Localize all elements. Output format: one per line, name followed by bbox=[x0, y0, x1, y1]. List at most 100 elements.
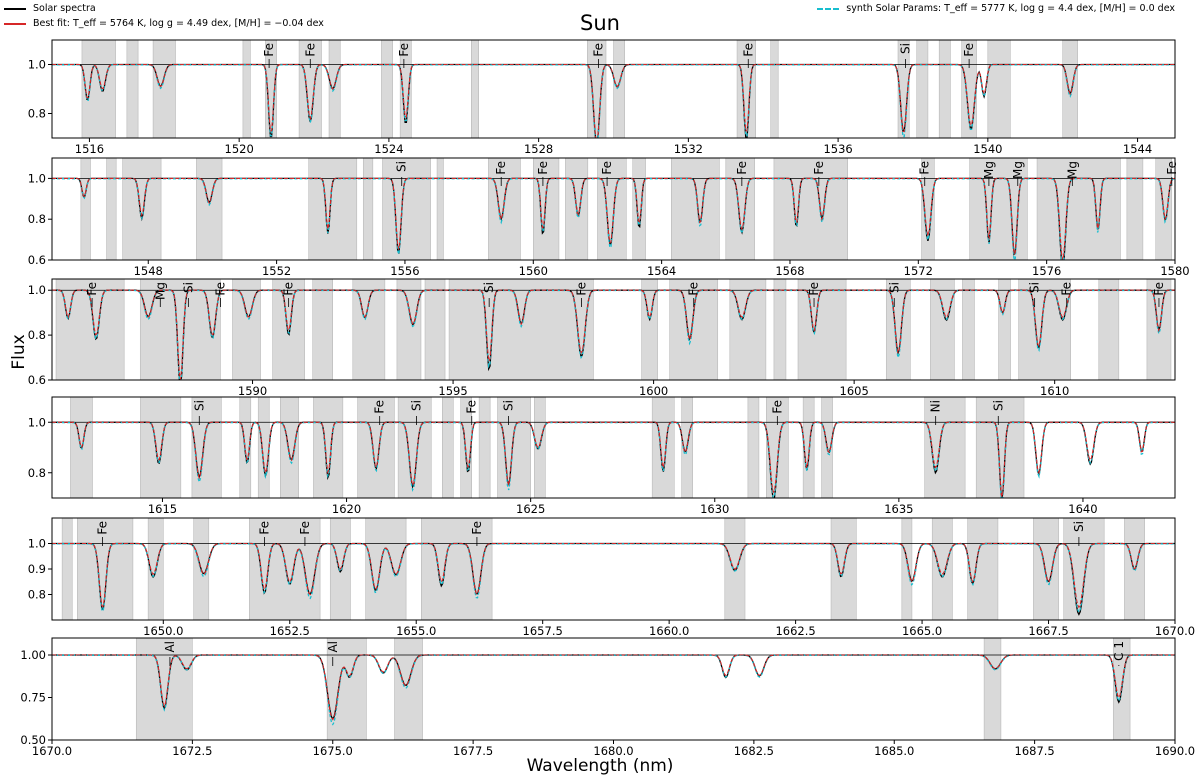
panel-2: 1548 1552 1556 1560 1564 1568 1572 1576 1580 0.6 0… bbox=[28, 157, 1190, 278]
legend-right: synth Solar Params: T_eff = 5777 K, log … bbox=[817, 1, 1175, 16]
element-label: Fe bbox=[213, 282, 227, 296]
x-tick-label: 1672.5 bbox=[172, 744, 212, 758]
panel-plot-area bbox=[52, 638, 1175, 740]
mask-region bbox=[632, 158, 646, 260]
mask-region bbox=[396, 279, 422, 380]
mask-region bbox=[497, 397, 531, 498]
x-tick-label: 1630 bbox=[700, 502, 729, 516]
x-tick-label: 1605 bbox=[840, 384, 869, 398]
mask-region bbox=[938, 40, 951, 138]
mask-region bbox=[436, 158, 444, 260]
element-label: Si bbox=[410, 400, 424, 411]
x-tick-label: 1536 bbox=[823, 142, 852, 156]
series-best-fit bbox=[52, 289, 1175, 380]
y-tick-label: 1.00 bbox=[20, 648, 46, 662]
x-tick-label: 1610 bbox=[1040, 384, 1069, 398]
element-label: Fe bbox=[373, 400, 387, 414]
x-tick-label: 1590 bbox=[238, 384, 267, 398]
x-tick-label: 1665.0 bbox=[902, 624, 942, 638]
x-tick-label: 1635 bbox=[884, 502, 913, 516]
mask-region bbox=[478, 397, 491, 498]
panel-frame bbox=[51, 517, 1176, 621]
x-tick-label: 1520 bbox=[225, 142, 254, 156]
x-tick-label: 1620 bbox=[332, 502, 361, 516]
x-tick-label: 1625 bbox=[516, 502, 545, 516]
mask-region bbox=[729, 279, 767, 380]
mask-region bbox=[81, 40, 116, 138]
mask-region bbox=[998, 279, 1011, 380]
panel-frame bbox=[51, 278, 1176, 381]
panel-plot-area bbox=[52, 158, 1175, 260]
mask-region bbox=[916, 40, 929, 138]
mask-region bbox=[257, 397, 270, 498]
y-tick-label: 1.0 bbox=[28, 537, 46, 551]
mask-region bbox=[126, 40, 139, 138]
mask-region bbox=[442, 397, 454, 498]
mask-region bbox=[613, 40, 625, 138]
element-label: Fe bbox=[962, 43, 976, 57]
legend-entry-synthetic: synth Solar Params: T_eff = 5777 K, log … bbox=[817, 1, 1175, 16]
x-tick-label: 1516 bbox=[75, 142, 104, 156]
mask-region bbox=[773, 279, 787, 380]
y-tick-label: 0.8 bbox=[28, 588, 46, 602]
panel-plot-area bbox=[52, 279, 1175, 380]
legend-entry-observed: Solar spectra bbox=[4, 1, 324, 16]
panel-plot-area bbox=[52, 397, 1175, 498]
x-tick-label: 1667.5 bbox=[1028, 624, 1068, 638]
mask-region bbox=[191, 397, 222, 498]
mask-region bbox=[1018, 279, 1071, 380]
element-label: Fe bbox=[1165, 161, 1179, 175]
x-tick-label: 1660.0 bbox=[649, 624, 689, 638]
mask-region bbox=[773, 158, 848, 260]
element-label: Fe bbox=[262, 43, 276, 57]
y-tick-label: 0.75 bbox=[20, 691, 46, 705]
x-tick-label: 1544 bbox=[1123, 142, 1152, 156]
element-label: Fe bbox=[687, 282, 701, 296]
legend-label-best-fit: Best fit: T_eff = 5764 K, log g = 4.49 d… bbox=[33, 17, 324, 29]
mask-region bbox=[747, 397, 760, 498]
panel-6: 1670.0 1672.5 1675.0 1677.5 1680.0 1682.5 1685… bbox=[20, 637, 1195, 758]
mask-region bbox=[671, 158, 720, 260]
y-tick-label: 0.6 bbox=[28, 253, 46, 267]
element-label: Si bbox=[395, 161, 409, 172]
x-tick-label: 1615 bbox=[148, 502, 177, 516]
x-tick-label: 1560 bbox=[519, 264, 548, 278]
mask-region bbox=[77, 518, 134, 620]
element-label: Mg bbox=[1065, 161, 1079, 179]
element-label: Fe bbox=[735, 161, 749, 175]
mask-region bbox=[312, 279, 334, 380]
mask-region bbox=[967, 518, 999, 620]
element-label: Fe bbox=[397, 43, 411, 57]
x-tick-label: 1652.5 bbox=[270, 624, 310, 638]
panel-frame bbox=[51, 157, 1176, 261]
mask-region bbox=[460, 397, 472, 498]
chart-title: Sun bbox=[580, 11, 620, 35]
mask-region bbox=[802, 397, 815, 498]
element-label: Fe bbox=[85, 282, 99, 296]
x-tick-label: 1564 bbox=[647, 264, 676, 278]
y-tick-label: 0.8 bbox=[28, 107, 46, 121]
mask-region bbox=[533, 158, 560, 260]
series-best-fit bbox=[52, 542, 1175, 609]
mask-region bbox=[139, 279, 221, 380]
x-axis-label: Wavelength (nm) bbox=[526, 756, 674, 776]
x-tick-label: 1677.5 bbox=[453, 744, 493, 758]
legend-entry-best-fit: Best fit: T_eff = 5764 K, log g = 4.49 d… bbox=[4, 16, 324, 31]
series-synth-solar bbox=[52, 178, 1175, 260]
x-tick-label: 1568 bbox=[775, 264, 804, 278]
x-tick-label: 1662.5 bbox=[775, 624, 815, 638]
series-best-fit bbox=[52, 63, 1175, 138]
element-label: Fe bbox=[282, 282, 296, 296]
legend-left: Solar spectra Best fit: T_eff = 5764 K, … bbox=[4, 1, 324, 31]
panel-frame bbox=[51, 39, 1176, 139]
element-label: Fe bbox=[96, 521, 110, 535]
mask-region bbox=[725, 158, 755, 260]
y-tick-label: 1.0 bbox=[28, 415, 46, 429]
x-tick-label: 1532 bbox=[674, 142, 703, 156]
mask-region bbox=[106, 158, 117, 260]
element-label: Mg bbox=[1011, 161, 1025, 179]
mask-region bbox=[1126, 158, 1144, 260]
mask-region bbox=[357, 397, 395, 498]
mask-region bbox=[488, 158, 521, 260]
mask-region bbox=[987, 40, 1011, 138]
